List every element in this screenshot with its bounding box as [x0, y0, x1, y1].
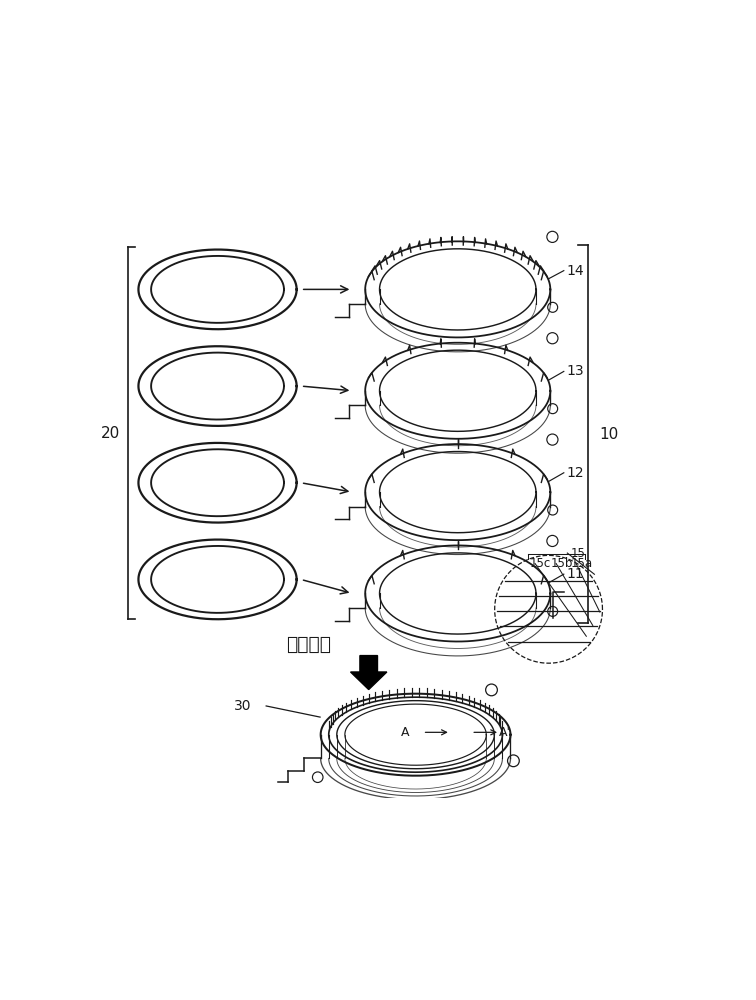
Text: 13: 13	[567, 364, 584, 378]
Text: 嵌件成型: 嵌件成型	[286, 635, 331, 654]
Text: 11: 11	[567, 567, 584, 581]
Text: A: A	[401, 726, 409, 739]
Text: A': A'	[499, 726, 510, 739]
FancyArrow shape	[351, 656, 387, 690]
Text: 20: 20	[101, 426, 120, 441]
Text: 15a: 15a	[570, 557, 593, 570]
Text: 15: 15	[570, 547, 585, 560]
Text: 15c: 15c	[529, 557, 550, 570]
Text: 30: 30	[234, 699, 252, 713]
Text: 15b: 15b	[550, 557, 573, 570]
Text: 14: 14	[567, 264, 584, 278]
Text: 10: 10	[600, 427, 619, 442]
Text: 12: 12	[567, 466, 584, 480]
